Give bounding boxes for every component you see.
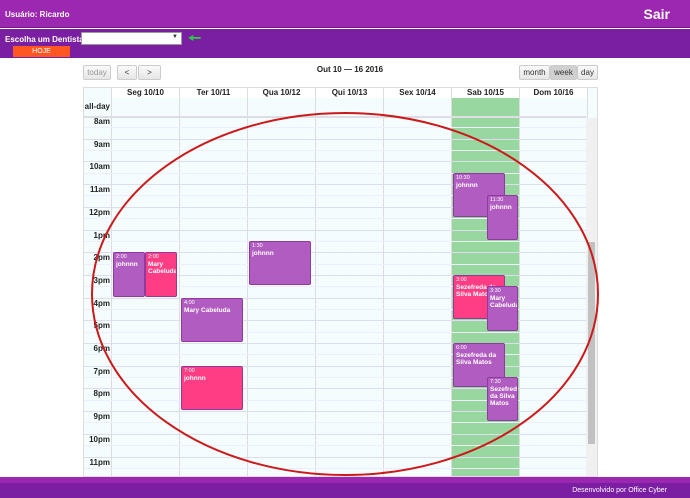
event-time: 7:00 (184, 367, 195, 374)
hour-line (84, 138, 586, 140)
event-title: Sezefreda da Silva Matos (490, 386, 518, 408)
hour-label: 2pm (93, 253, 110, 263)
calendar-event[interactable]: 7:30 Sezefreda da Silva Matos (487, 377, 518, 422)
hour-label: 10pm (89, 434, 110, 444)
user-label: Usuário: Ricardo (5, 10, 70, 19)
footer-credit: Desenvolvido por Office Cyber (572, 487, 667, 494)
hour-line (84, 150, 586, 152)
today-button[interactable]: HOJE (13, 46, 70, 57)
scrollbar-thumb[interactable] (588, 242, 595, 444)
hour-label: 9pm (93, 412, 110, 422)
hour-line (84, 116, 586, 117)
hour-label: 8pm (93, 389, 110, 399)
view-month-button[interactable]: month (519, 65, 550, 80)
hour-line (84, 161, 586, 163)
event-time: 2:00 (116, 254, 127, 261)
hour-line (84, 172, 586, 174)
view-week-button[interactable]: week (550, 65, 577, 80)
prev-button[interactable]: < (117, 65, 137, 80)
dropdown-caret-icon: ▼ (172, 34, 178, 40)
view-day-button[interactable]: day (577, 65, 598, 80)
event-time: 7:30 (490, 379, 501, 386)
calendar-event[interactable]: 7:00 johnnn (181, 365, 243, 411)
event-title: johnnn (116, 261, 138, 269)
next-button[interactable]: > (138, 65, 161, 80)
hour-line (84, 343, 586, 344)
hour-label: 6pm (93, 344, 110, 353)
calendar-event[interactable]: 1:30 johnnn (249, 240, 311, 286)
day-header: Ter 10/11 (180, 88, 248, 98)
hour-line (84, 467, 586, 469)
event-title: johnnn (456, 181, 478, 189)
week-calendar: all-day Seg 10/10 Ter 10/11 Qua 10/12 Qui 1… (83, 87, 598, 477)
event-time: 1:30 (252, 242, 263, 249)
event-title: johnnn (252, 249, 274, 257)
hour-line (84, 331, 586, 333)
hour-label: 10am (89, 162, 110, 172)
hour-label: 11am (89, 185, 110, 195)
day-header: Dom 10/16 (520, 88, 588, 98)
event-title: Mary Cabeluda (184, 306, 231, 314)
hour-label: 9am (93, 139, 110, 149)
hour-label: 4pm (93, 298, 110, 308)
hour-line (84, 365, 586, 367)
hour-line (84, 445, 586, 447)
day-header: Qua 10/12 (248, 88, 316, 98)
event-title: Mary Cabeluda (148, 261, 177, 276)
day-header: Sex 10/14 (384, 88, 452, 98)
day-header: Sab 10/15 (452, 88, 520, 98)
event-time: 2:00 (148, 254, 159, 261)
calendar-event[interactable]: 2:00 johnnn (113, 252, 145, 297)
event-time: 11:30 (490, 197, 504, 204)
hour-label: 1pm (93, 230, 110, 240)
hour-label: 3pm (93, 275, 110, 285)
green-arrow-left-icon: 🠔 (188, 30, 202, 47)
allday-label: all-day (84, 102, 110, 111)
logout-link[interactable]: Sair (643, 6, 670, 22)
today-nav-button[interactable]: today (83, 65, 111, 80)
hour-line (84, 422, 586, 424)
event-time: 4:00 (184, 299, 195, 306)
hour-line (84, 456, 586, 458)
hour-label: 8am (93, 117, 110, 126)
hour-line (84, 127, 586, 129)
hour-label: 7pm (93, 366, 110, 376)
event-title: johnnn (490, 204, 512, 212)
event-title: Sezefreda da Silva Matos (456, 352, 497, 366)
event-time: 3:30 (490, 288, 501, 295)
footer: Desenvolvido por Office Cyber (0, 477, 690, 498)
filter-bar: Escolha um Dentista: ▼ 🠔 HOJE (0, 29, 690, 58)
calendar-event[interactable]: 11:30 johnnn (487, 195, 518, 240)
hour-label: 5pm (93, 321, 110, 331)
event-title: johnnn (184, 374, 206, 382)
calendar-event[interactable]: 3:30 Mary Cabeluda (487, 286, 518, 331)
event-title: Mary Cabeluda (490, 295, 518, 310)
event-time: 3:00 (456, 276, 467, 283)
dentist-select[interactable]: ▼ (81, 32, 182, 45)
hour-line (84, 184, 586, 186)
dentist-label: Escolha um Dentista: (5, 35, 87, 44)
day-header: Seg 10/10 (112, 88, 180, 98)
scrollbar[interactable] (586, 118, 597, 476)
hour-line (84, 240, 586, 242)
event-time: 6:00 (456, 345, 467, 351)
day-header: Qui 10/13 (316, 88, 384, 98)
calendar-event[interactable]: 2:00 Mary Cabeluda (145, 252, 177, 297)
hour-line (84, 433, 586, 435)
top-bar: Usuário: Ricardo Sair (0, 0, 690, 28)
calendar-event[interactable]: 4:00 Mary Cabeluda (181, 297, 243, 342)
hour-label: 12pm (89, 207, 110, 217)
hour-line (84, 354, 586, 356)
event-time: 10:30 (456, 174, 470, 181)
calendar-title: Out 10 — 16 2016 (316, 65, 384, 74)
hour-label: 11pm (89, 457, 110, 467)
